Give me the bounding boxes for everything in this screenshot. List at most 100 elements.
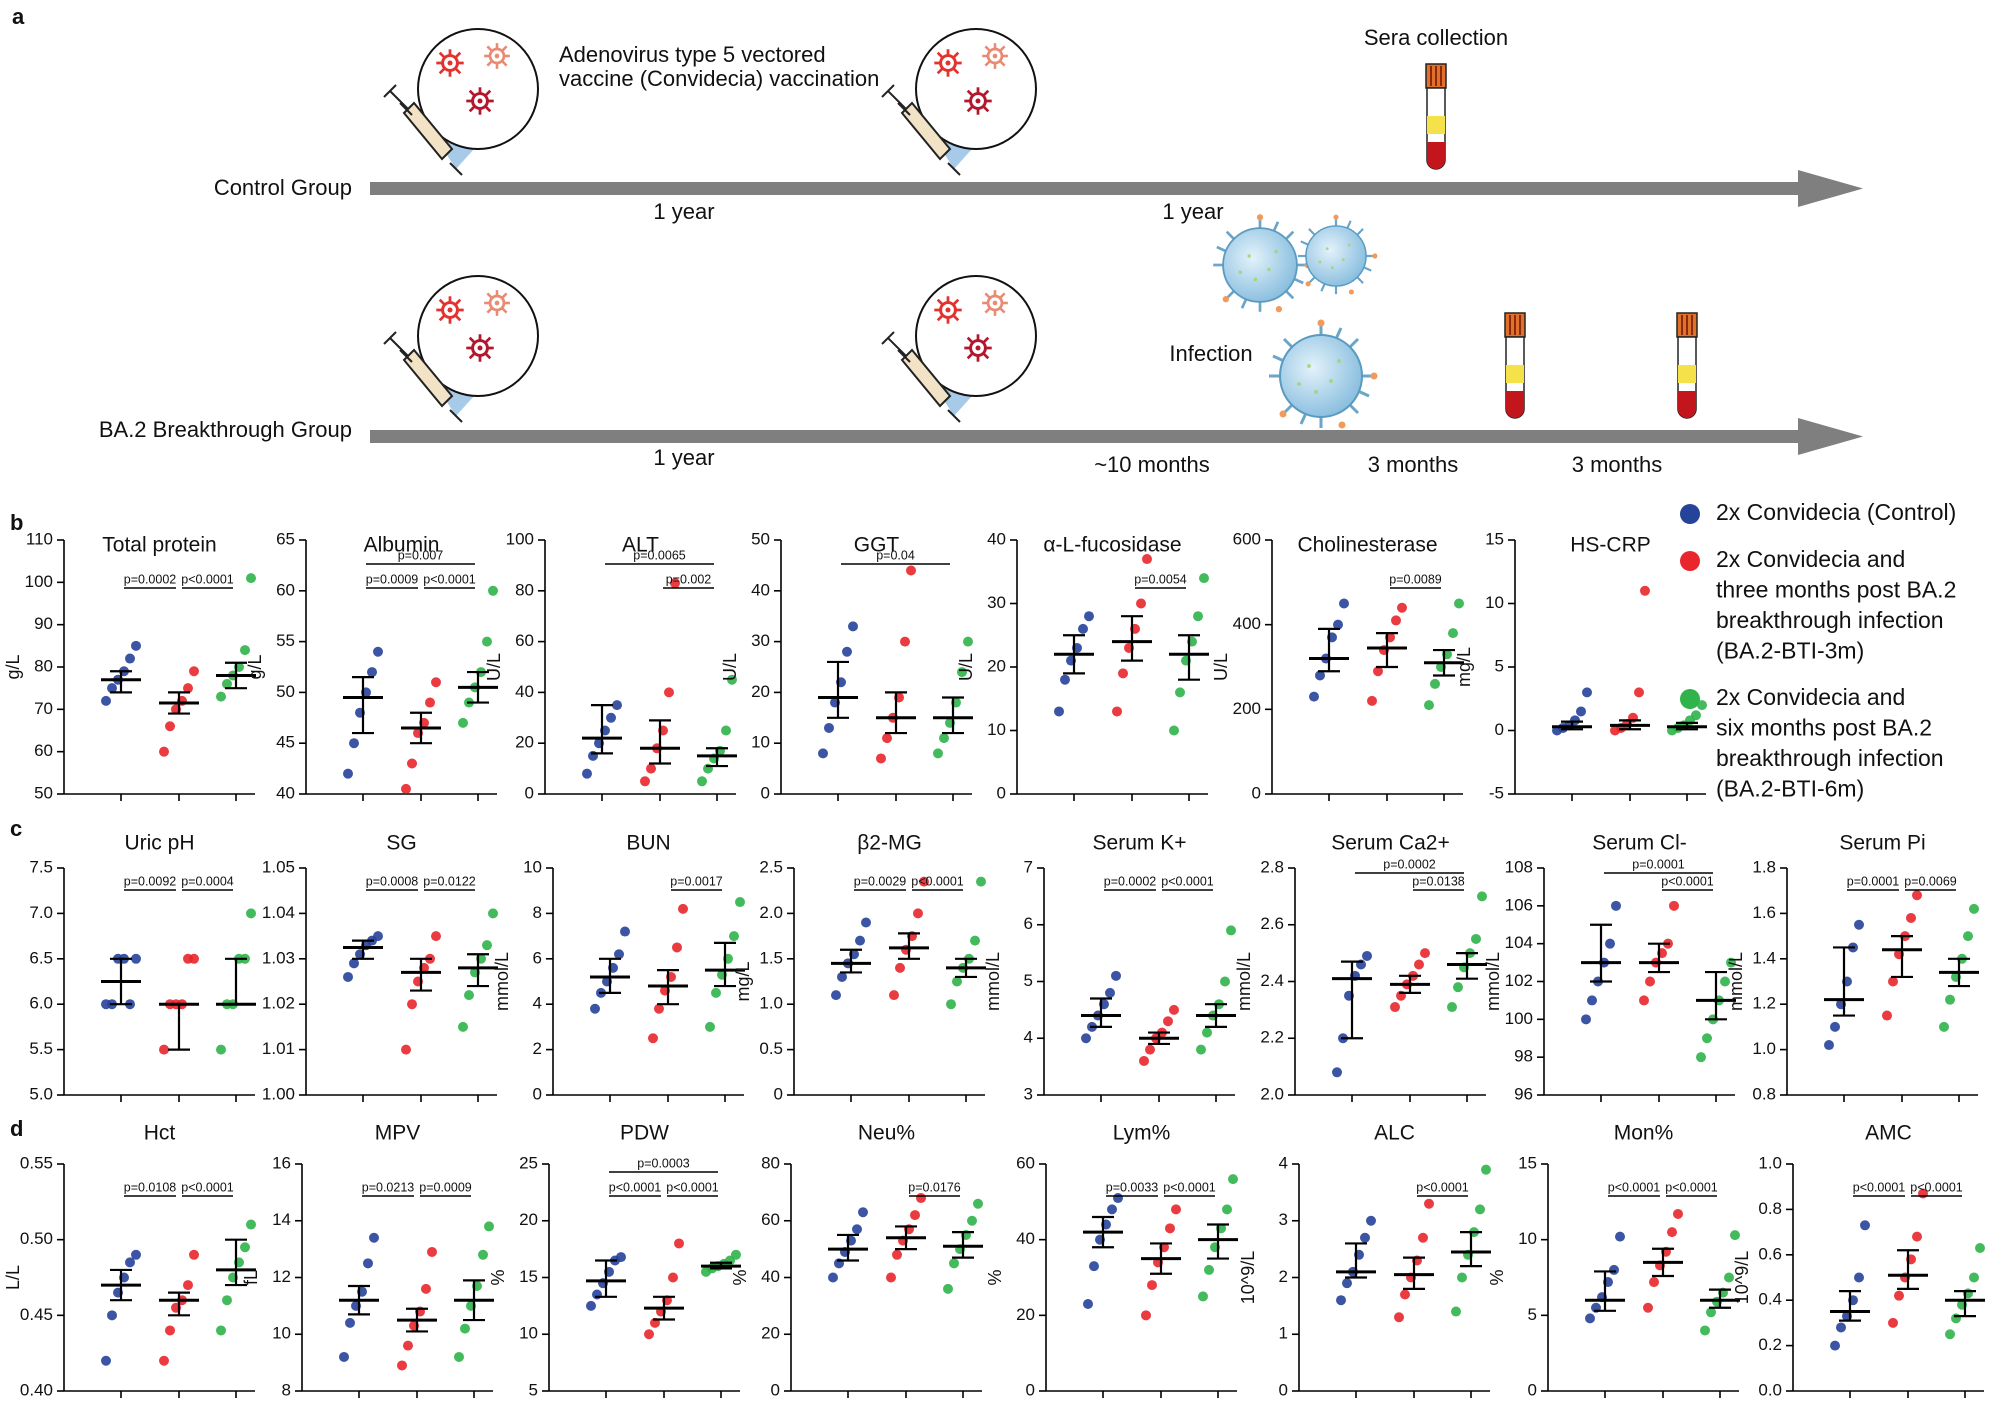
data-point xyxy=(1136,598,1146,609)
vaccination-icon xyxy=(384,276,538,422)
data-point xyxy=(1105,987,1115,998)
iqr-whisker xyxy=(714,941,736,988)
chart-title: BUN xyxy=(626,832,670,855)
y-tick-label: 0.50 xyxy=(20,1229,53,1248)
p-value-label: p<0.0001 xyxy=(609,1180,662,1194)
data-point xyxy=(1367,695,1377,706)
data-point xyxy=(1339,598,1349,609)
data-point xyxy=(949,1258,959,1269)
data-point xyxy=(1397,602,1407,613)
data-point xyxy=(1945,1329,1955,1340)
data-point xyxy=(1582,687,1592,698)
y-tick-label: 4 xyxy=(533,994,542,1013)
p-value-label: p=0.0009 xyxy=(366,572,419,586)
data-point xyxy=(855,935,865,946)
chart: Neu%% 0 20 40 60 80 p=0.0176 xyxy=(730,1122,983,1399)
y-tick-label: 15 xyxy=(519,1267,538,1286)
data-point xyxy=(1081,1033,1091,1044)
y-tick-label: 55 xyxy=(276,631,295,650)
data-point xyxy=(246,1219,256,1230)
data-point xyxy=(189,1249,199,1260)
p-value-label: p=0.0069 xyxy=(1904,874,1957,888)
panel-label: b xyxy=(10,510,23,535)
y-tick-label: 100 xyxy=(1505,1009,1533,1028)
data-point xyxy=(189,953,199,964)
y-tick-label: 108 xyxy=(1505,857,1533,876)
y-tick-label: 104 xyxy=(1505,933,1533,952)
y-tick-label: 50 xyxy=(34,783,53,802)
data-point xyxy=(1141,1310,1151,1321)
data-point xyxy=(668,1272,678,1283)
data-point xyxy=(1107,1204,1117,1215)
data-point xyxy=(482,940,492,951)
data-point xyxy=(1697,700,1707,711)
p-value-label: p=0.0004 xyxy=(181,874,234,888)
chart: Serum Pi mmol/L 0.8 1.0 1.2 1.4 1.6 1.8 p=0.0001… xyxy=(1726,832,1979,1103)
y-tick-label: 7.0 xyxy=(29,903,53,922)
data-point xyxy=(1888,976,1898,987)
data-point xyxy=(1169,1004,1179,1015)
y-tick-label: 0.45 xyxy=(20,1305,53,1324)
data-point xyxy=(1453,982,1463,993)
data-point xyxy=(1824,1040,1834,1051)
y-tick-label: 40 xyxy=(276,783,295,802)
panel-a: a Adenovirus type 5 vectored vaccine (Co… xyxy=(12,4,1863,477)
iqr-whisker xyxy=(168,1003,190,1051)
data-point xyxy=(973,1198,983,1209)
y-tick-label: 8 xyxy=(533,903,542,922)
y-tick-label: 80 xyxy=(34,656,53,675)
y-tick-label: 80 xyxy=(761,1153,780,1172)
iqr-whisker xyxy=(1948,957,1970,988)
y-tick-label: 40 xyxy=(761,1267,780,1286)
y-tick-label: 3 xyxy=(1024,1084,1033,1103)
data-point xyxy=(1724,1272,1734,1283)
legend-marker xyxy=(1680,689,1700,709)
chart: Cholinesterase U/L 0 200 400 600 p=0.0089 xyxy=(1211,529,1464,802)
data-point xyxy=(131,640,141,651)
iqr-whisker xyxy=(1705,970,1727,1021)
data-point xyxy=(1975,1242,1985,1253)
data-point xyxy=(367,667,377,678)
iqr-whisker xyxy=(1403,1256,1425,1290)
data-point xyxy=(654,1003,664,1014)
data-point xyxy=(582,768,592,779)
y-tick-label: 2.2 xyxy=(1260,1028,1284,1047)
y-tick-label: 1.0 xyxy=(1758,1153,1782,1172)
data-point xyxy=(889,990,899,1001)
data-point xyxy=(369,1232,379,1243)
timeline-arrow xyxy=(370,170,1863,455)
data-point xyxy=(1939,1021,1949,1032)
iqr-whisker xyxy=(1456,952,1478,980)
legend-label: six months post BA.2 xyxy=(1716,715,1932,741)
y-tick-label: 5.0 xyxy=(29,1084,53,1103)
data-point xyxy=(1447,1002,1457,1013)
data-point xyxy=(458,1021,468,1032)
y-axis-label: g/L xyxy=(245,654,265,679)
y-tick-label: 20 xyxy=(515,733,534,752)
p-value-label: p=0.0009 xyxy=(419,1180,472,1194)
p-value-label: p=0.0054 xyxy=(1134,572,1187,586)
y-tick-label: 2.6 xyxy=(1260,914,1284,933)
interval-label: 1 year xyxy=(653,199,714,224)
data-point xyxy=(484,1221,494,1232)
data-point xyxy=(222,1295,232,1306)
data-point xyxy=(1309,691,1319,702)
iqr-whisker xyxy=(1460,1231,1482,1268)
data-point xyxy=(107,1310,117,1321)
data-point xyxy=(407,999,417,1010)
chart: SG 1.00 1.01 1.02 1.03 1.04 1.05 p=0.0008 p=0.01… xyxy=(262,832,498,1103)
y-tick-label: 5 xyxy=(1495,656,1504,675)
p-value-label: p=0.0213 xyxy=(362,1180,415,1194)
data-point xyxy=(246,573,256,584)
y-tick-label: 1.01 xyxy=(262,1039,295,1058)
data-point xyxy=(1147,1280,1157,1291)
y-tick-label: 20 xyxy=(1016,1305,1035,1324)
y-axis-label: L/L xyxy=(3,1265,23,1290)
data-point xyxy=(425,697,435,708)
y-tick-label: 20 xyxy=(987,656,1006,675)
y-tick-label: 6 xyxy=(533,948,542,967)
y-tick-label: 3 xyxy=(1279,1210,1288,1229)
data-point xyxy=(886,1272,896,1283)
chart: Lym%% 0 20 40 60 p=0.0033 p<0.0001 xyxy=(985,1122,1238,1399)
chart: MPV fL 8 10 12 14 16 p=0.0213 p=0.0009 xyxy=(241,1122,494,1399)
